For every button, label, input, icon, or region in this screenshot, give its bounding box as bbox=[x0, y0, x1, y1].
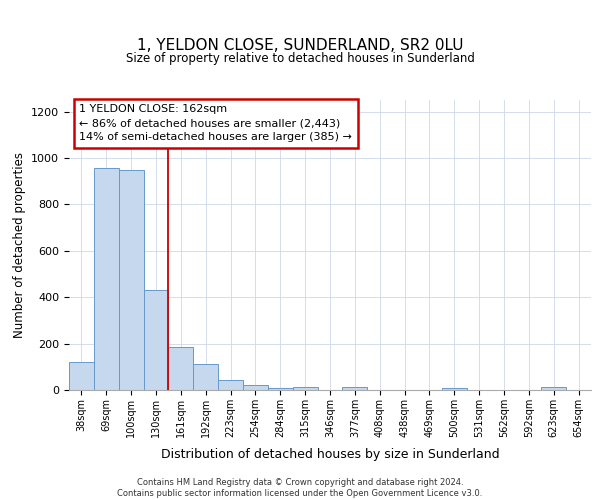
Text: 1, YELDON CLOSE, SUNDERLAND, SR2 0LU: 1, YELDON CLOSE, SUNDERLAND, SR2 0LU bbox=[137, 38, 463, 52]
Bar bbox=[293, 386, 317, 390]
Y-axis label: Number of detached properties: Number of detached properties bbox=[13, 152, 26, 338]
Bar bbox=[268, 388, 293, 390]
Bar bbox=[69, 362, 94, 390]
Bar bbox=[343, 386, 367, 390]
Bar bbox=[94, 168, 119, 390]
Bar bbox=[243, 386, 268, 390]
Text: Size of property relative to detached houses in Sunderland: Size of property relative to detached ho… bbox=[125, 52, 475, 65]
Text: 1 YELDON CLOSE: 162sqm
← 86% of detached houses are smaller (2,443)
14% of semi-: 1 YELDON CLOSE: 162sqm ← 86% of detached… bbox=[79, 104, 352, 142]
X-axis label: Distribution of detached houses by size in Sunderland: Distribution of detached houses by size … bbox=[161, 448, 499, 461]
Bar bbox=[193, 364, 218, 390]
Bar bbox=[143, 290, 169, 390]
Bar bbox=[218, 380, 243, 390]
Bar bbox=[169, 347, 193, 390]
Text: Contains HM Land Registry data © Crown copyright and database right 2024.
Contai: Contains HM Land Registry data © Crown c… bbox=[118, 478, 482, 498]
Bar bbox=[541, 387, 566, 390]
Bar bbox=[119, 170, 143, 390]
Bar bbox=[442, 388, 467, 390]
